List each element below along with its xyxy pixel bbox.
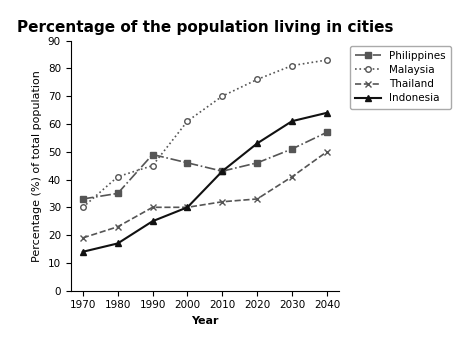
Line: Thailand: Thailand: [80, 148, 330, 241]
Malaysia: [219, 94, 225, 98]
Thailand: [254, 197, 260, 201]
Thailand: [219, 200, 225, 204]
Legend: Philippines, Malaysia, Thailand, Indonesia: Philippines, Malaysia, Thailand, Indones…: [349, 46, 451, 109]
Indonesia: [289, 119, 295, 123]
Philippines: [324, 130, 330, 134]
Philippines: [80, 197, 86, 201]
Malaysia: [185, 119, 190, 123]
Philippines: [185, 161, 190, 165]
Indonesia: [185, 205, 190, 209]
Line: Malaysia: Malaysia: [80, 57, 330, 210]
Malaysia: [254, 77, 260, 81]
Malaysia: [115, 175, 121, 179]
Indonesia: [80, 250, 86, 254]
Title: Percentage of the population living in cities: Percentage of the population living in c…: [16, 20, 393, 35]
Thailand: [289, 175, 295, 179]
Indonesia: [219, 169, 225, 173]
Thailand: [150, 205, 155, 209]
Philippines: [254, 161, 260, 165]
X-axis label: Year: Year: [191, 316, 219, 326]
Indonesia: [115, 241, 121, 245]
Thailand: [185, 205, 190, 209]
Philippines: [289, 147, 295, 151]
Line: Philippines: Philippines: [80, 129, 330, 202]
Malaysia: [80, 205, 86, 209]
Y-axis label: Percentage (%) of total population: Percentage (%) of total population: [32, 70, 42, 262]
Indonesia: [150, 219, 155, 223]
Indonesia: [324, 111, 330, 115]
Thailand: [80, 236, 86, 240]
Philippines: [150, 152, 155, 156]
Thailand: [324, 150, 330, 154]
Malaysia: [324, 58, 330, 62]
Indonesia: [254, 141, 260, 145]
Philippines: [219, 169, 225, 173]
Philippines: [115, 191, 121, 195]
Malaysia: [150, 164, 155, 168]
Malaysia: [289, 64, 295, 68]
Thailand: [115, 225, 121, 229]
Line: Indonesia: Indonesia: [80, 110, 330, 255]
